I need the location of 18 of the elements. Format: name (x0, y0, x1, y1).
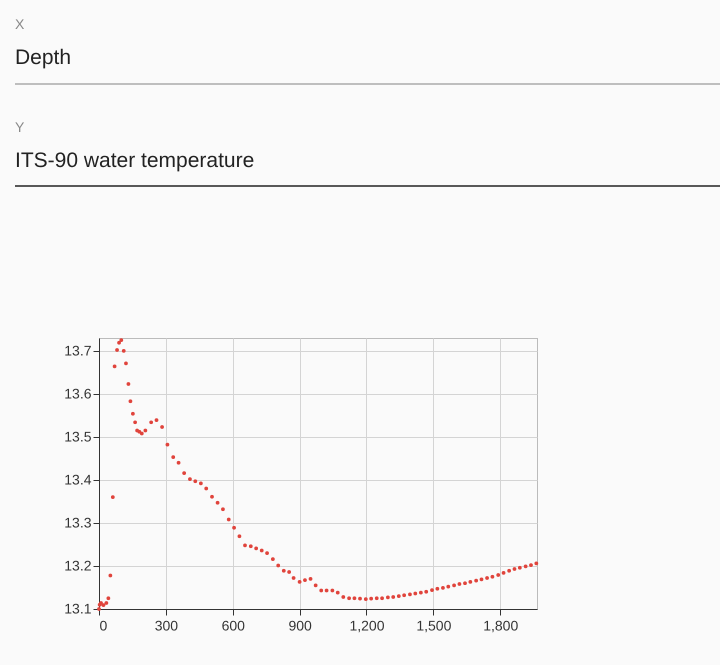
x-tick-label: 1,800 (483, 618, 518, 634)
x-tick-label: 300 (154, 618, 178, 634)
x-tick-label: 1,500 (416, 618, 452, 634)
y-tick-label: 13.6 (64, 385, 92, 402)
y-tick-label: 13.7 (64, 342, 92, 358)
x-tick-label: 900 (288, 618, 312, 634)
text: Depth (15, 46, 72, 69)
y-tick-label: 13.5 (64, 428, 92, 444)
x-tick-label: 0 (100, 618, 108, 634)
text: X (15, 16, 25, 32)
text: Y (15, 119, 25, 135)
y-tick-label: 13.1 (64, 600, 92, 616)
y-tick-label: 13.4 (64, 471, 92, 488)
x-tick-label: 1,200 (349, 618, 385, 634)
x-tick-label: 600 (222, 618, 246, 634)
y-tick-label: 13.3 (64, 514, 92, 530)
text: ITS-90 water temperature (15, 149, 254, 172)
y-tick-label: 13.2 (64, 557, 92, 574)
